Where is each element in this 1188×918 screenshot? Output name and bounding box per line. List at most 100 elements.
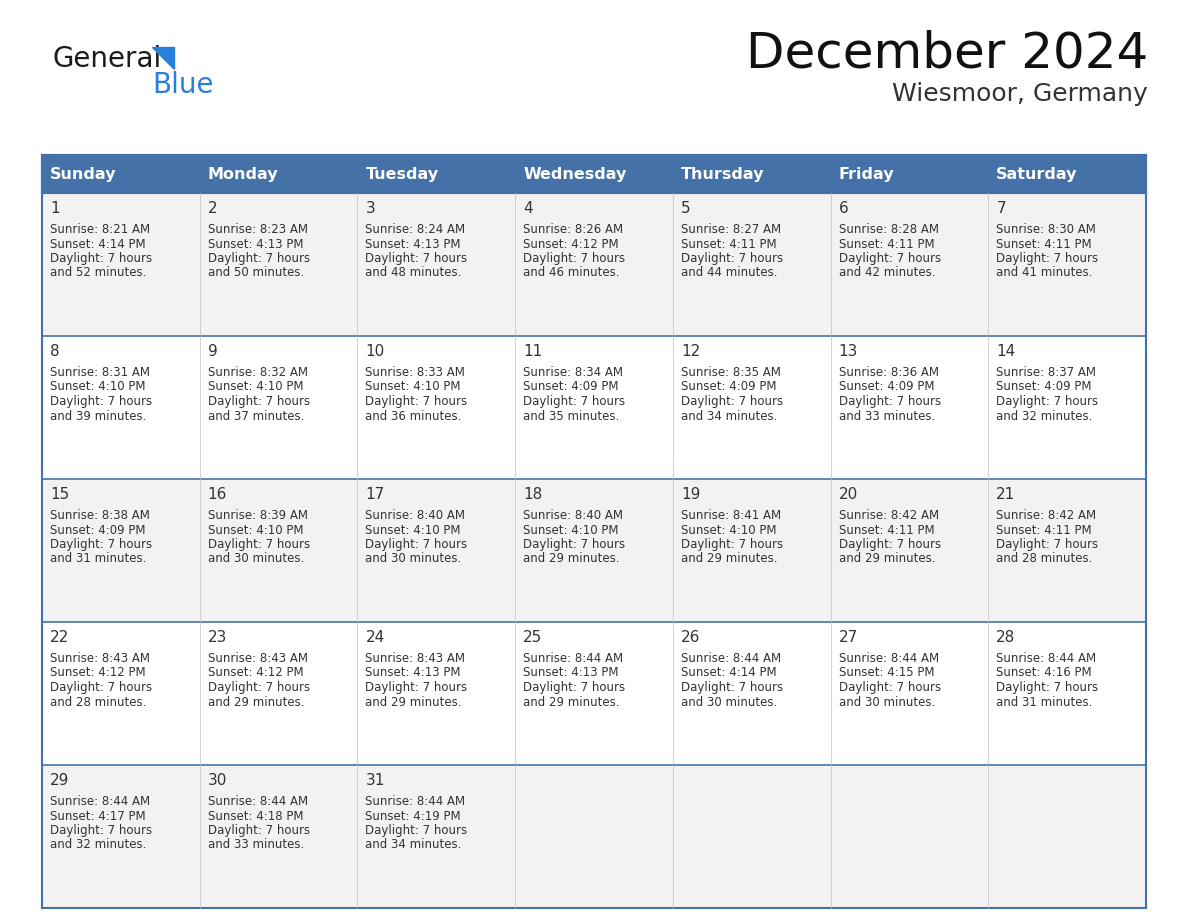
Bar: [200, 336, 358, 479]
Bar: [42, 155, 200, 193]
Text: Daylight: 7 hours: Daylight: 7 hours: [839, 538, 941, 551]
Text: Daylight: 7 hours: Daylight: 7 hours: [366, 538, 468, 551]
Bar: [42, 336, 200, 479]
Text: 28: 28: [997, 630, 1016, 645]
Text: 26: 26: [681, 630, 700, 645]
Text: 20: 20: [839, 487, 858, 502]
Text: Sunrise: 8:23 AM: Sunrise: 8:23 AM: [208, 223, 308, 236]
Text: and 30 minutes.: and 30 minutes.: [208, 553, 304, 565]
Text: Sunset: 4:11 PM: Sunset: 4:11 PM: [681, 238, 777, 251]
Text: Sunrise: 8:40 AM: Sunrise: 8:40 AM: [366, 509, 466, 522]
Bar: [672, 193, 830, 336]
Text: Sunset: 4:10 PM: Sunset: 4:10 PM: [523, 523, 619, 536]
Text: 7: 7: [997, 201, 1006, 216]
Text: Sunset: 4:09 PM: Sunset: 4:09 PM: [523, 380, 619, 394]
Bar: [42, 193, 200, 336]
Text: Daylight: 7 hours: Daylight: 7 hours: [208, 395, 310, 408]
Text: Sunrise: 8:37 AM: Sunrise: 8:37 AM: [997, 366, 1097, 379]
Text: and 36 minutes.: and 36 minutes.: [366, 409, 462, 422]
Text: Sunrise: 8:24 AM: Sunrise: 8:24 AM: [366, 223, 466, 236]
Text: Sunrise: 8:44 AM: Sunrise: 8:44 AM: [50, 795, 150, 808]
Text: and 50 minutes.: and 50 minutes.: [208, 266, 304, 279]
Bar: [42, 479, 200, 622]
Text: Sunset: 4:17 PM: Sunset: 4:17 PM: [50, 810, 146, 823]
Text: Daylight: 7 hours: Daylight: 7 hours: [681, 538, 783, 551]
Bar: [830, 155, 988, 193]
Text: Sunset: 4:11 PM: Sunset: 4:11 PM: [997, 238, 1092, 251]
Text: and 29 minutes.: and 29 minutes.: [839, 553, 935, 565]
Text: 30: 30: [208, 773, 227, 788]
Text: Sunrise: 8:44 AM: Sunrise: 8:44 AM: [208, 795, 308, 808]
Text: Sunset: 4:10 PM: Sunset: 4:10 PM: [208, 380, 303, 394]
Text: Sunset: 4:09 PM: Sunset: 4:09 PM: [997, 380, 1092, 394]
Bar: [830, 479, 988, 622]
Text: and 32 minutes.: and 32 minutes.: [997, 409, 1093, 422]
Text: Daylight: 7 hours: Daylight: 7 hours: [997, 681, 1099, 694]
Text: 21: 21: [997, 487, 1016, 502]
Text: Sunrise: 8:35 AM: Sunrise: 8:35 AM: [681, 366, 781, 379]
Bar: [672, 479, 830, 622]
Bar: [830, 622, 988, 765]
Text: Wednesday: Wednesday: [523, 166, 626, 182]
Text: Sunset: 4:18 PM: Sunset: 4:18 PM: [208, 810, 303, 823]
Bar: [672, 336, 830, 479]
Bar: [358, 479, 516, 622]
Text: 10: 10: [366, 344, 385, 359]
Text: 5: 5: [681, 201, 690, 216]
Text: Sunrise: 8:36 AM: Sunrise: 8:36 AM: [839, 366, 939, 379]
Text: Sunset: 4:12 PM: Sunset: 4:12 PM: [50, 666, 146, 679]
Bar: [830, 336, 988, 479]
Text: 25: 25: [523, 630, 543, 645]
Polygon shape: [152, 47, 173, 69]
Text: Daylight: 7 hours: Daylight: 7 hours: [997, 395, 1099, 408]
Text: and 31 minutes.: and 31 minutes.: [50, 553, 146, 565]
Text: Sunset: 4:12 PM: Sunset: 4:12 PM: [523, 238, 619, 251]
Bar: [42, 765, 200, 908]
Text: Daylight: 7 hours: Daylight: 7 hours: [523, 681, 625, 694]
Text: Sunday: Sunday: [50, 166, 116, 182]
Text: Daylight: 7 hours: Daylight: 7 hours: [366, 395, 468, 408]
Text: Sunrise: 8:44 AM: Sunrise: 8:44 AM: [366, 795, 466, 808]
Text: and 34 minutes.: and 34 minutes.: [366, 838, 462, 852]
Text: Sunrise: 8:26 AM: Sunrise: 8:26 AM: [523, 223, 624, 236]
Text: Tuesday: Tuesday: [366, 166, 438, 182]
Text: Sunrise: 8:42 AM: Sunrise: 8:42 AM: [997, 509, 1097, 522]
Text: Daylight: 7 hours: Daylight: 7 hours: [208, 681, 310, 694]
Text: Sunrise: 8:21 AM: Sunrise: 8:21 AM: [50, 223, 150, 236]
Text: Daylight: 7 hours: Daylight: 7 hours: [997, 252, 1099, 265]
Text: Sunrise: 8:33 AM: Sunrise: 8:33 AM: [366, 366, 466, 379]
Text: Sunset: 4:13 PM: Sunset: 4:13 PM: [208, 238, 303, 251]
Text: Sunrise: 8:31 AM: Sunrise: 8:31 AM: [50, 366, 150, 379]
Text: Sunset: 4:11 PM: Sunset: 4:11 PM: [839, 238, 934, 251]
Text: Sunrise: 8:34 AM: Sunrise: 8:34 AM: [523, 366, 624, 379]
Text: Daylight: 7 hours: Daylight: 7 hours: [50, 252, 152, 265]
Text: Sunset: 4:11 PM: Sunset: 4:11 PM: [839, 523, 934, 536]
Text: Wiesmoor, Germany: Wiesmoor, Germany: [892, 82, 1148, 106]
Text: 16: 16: [208, 487, 227, 502]
Text: and 35 minutes.: and 35 minutes.: [523, 409, 619, 422]
Text: Sunrise: 8:38 AM: Sunrise: 8:38 AM: [50, 509, 150, 522]
Text: Daylight: 7 hours: Daylight: 7 hours: [50, 824, 152, 837]
Text: and 34 minutes.: and 34 minutes.: [681, 409, 777, 422]
Text: Sunset: 4:19 PM: Sunset: 4:19 PM: [366, 810, 461, 823]
Bar: [988, 622, 1146, 765]
Text: Sunrise: 8:28 AM: Sunrise: 8:28 AM: [839, 223, 939, 236]
Text: and 29 minutes.: and 29 minutes.: [523, 553, 620, 565]
Bar: [42, 622, 200, 765]
Text: Daylight: 7 hours: Daylight: 7 hours: [839, 252, 941, 265]
Text: Daylight: 7 hours: Daylight: 7 hours: [523, 395, 625, 408]
Text: 15: 15: [50, 487, 69, 502]
Text: Friday: Friday: [839, 166, 895, 182]
Bar: [830, 193, 988, 336]
Bar: [200, 479, 358, 622]
Text: and 32 minutes.: and 32 minutes.: [50, 838, 146, 852]
Text: and 31 minutes.: and 31 minutes.: [997, 696, 1093, 709]
Bar: [988, 336, 1146, 479]
Text: Daylight: 7 hours: Daylight: 7 hours: [50, 395, 152, 408]
Text: and 39 minutes.: and 39 minutes.: [50, 409, 146, 422]
Text: 4: 4: [523, 201, 532, 216]
Text: 6: 6: [839, 201, 848, 216]
Bar: [200, 622, 358, 765]
Bar: [200, 193, 358, 336]
Text: and 44 minutes.: and 44 minutes.: [681, 266, 777, 279]
